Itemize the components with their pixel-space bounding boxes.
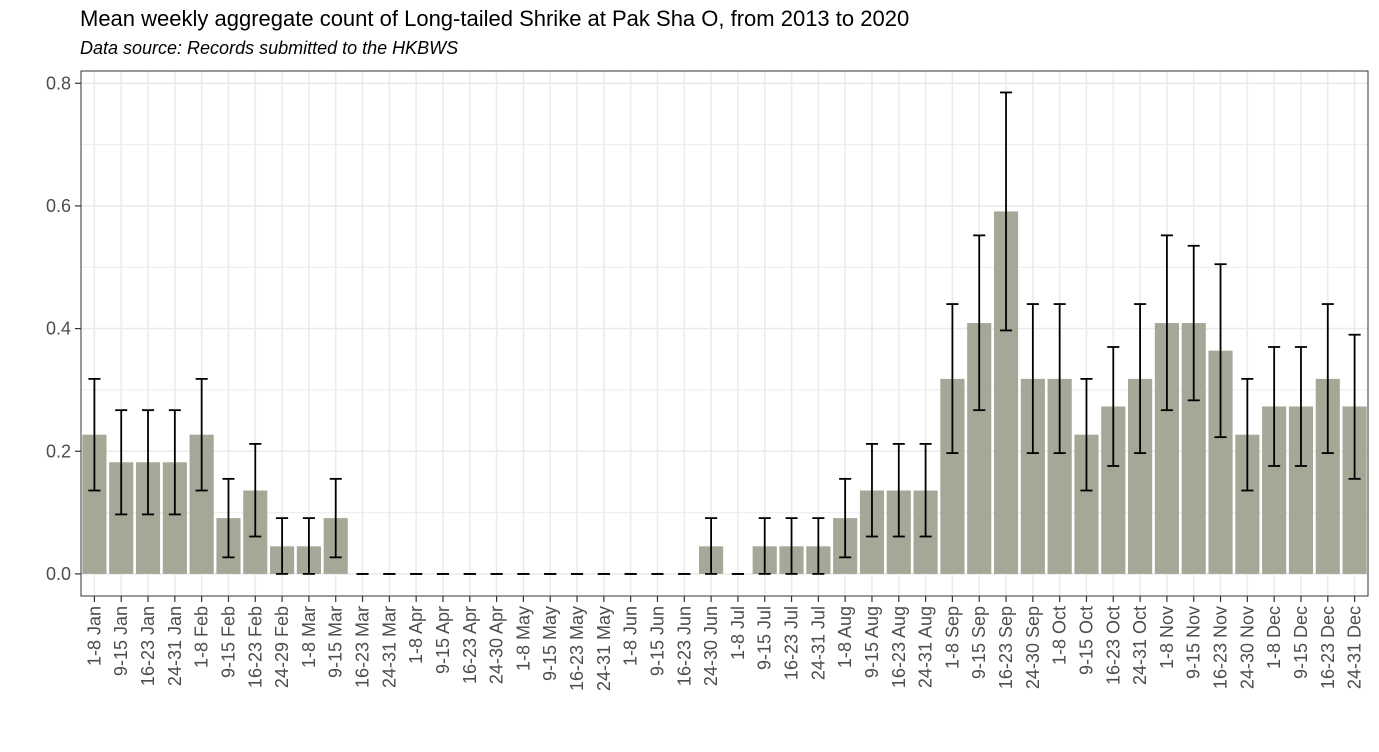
x-tick-label: 1-8 Dec [1264, 606, 1284, 669]
error-bar-29 [865, 442, 879, 538]
error-bars [88, 91, 1361, 575]
error-bar-23 [705, 517, 718, 575]
error-bar-45 [1294, 346, 1308, 467]
x-tick-label: 16-23 Feb [245, 606, 265, 688]
error-bar-42 [1214, 263, 1227, 439]
x-tick-label: 24-31 Dec [1345, 606, 1365, 689]
error-bar-27 [812, 517, 825, 575]
x-tick-label: 16-23 Mar [353, 606, 373, 688]
error-bar-43 [1241, 377, 1254, 492]
error-bar-28 [839, 477, 852, 559]
error-bar-6 [249, 442, 262, 538]
error-bar-25 [758, 517, 771, 575]
error-bar-9 [329, 477, 342, 559]
y-tick-label: 0.6 [46, 196, 71, 216]
chart-title: Mean weekly aggregate count of Long-tail… [80, 6, 910, 31]
error-bar-30 [892, 442, 905, 538]
error-bar-33 [973, 234, 986, 412]
x-tick-label: 16-23 Sep [996, 606, 1016, 689]
error-bar-31 [919, 442, 932, 538]
error-bar-5 [222, 477, 235, 559]
x-tick-label: 9-15 Apr [433, 606, 453, 674]
y-tick-label: 0.8 [46, 73, 71, 93]
x-tick-label: 16-23 Aug [889, 606, 909, 688]
x-tick-label: 16-23 Dec [1318, 606, 1338, 689]
x-tick-label: 9-15 Nov [1184, 606, 1204, 679]
x-tick-label: 1-8 Apr [406, 606, 426, 664]
x-tick-label: 24-29 Feb [272, 606, 292, 688]
x-tick-label: 16-23 Jul [782, 606, 802, 680]
error-bar-38 [1107, 346, 1120, 467]
error-bar-39 [1134, 303, 1147, 454]
error-bar-7 [276, 517, 289, 575]
error-bar-3 [168, 409, 181, 516]
x-tick-label: 24-31 Jul [808, 606, 828, 680]
error-bar-37 [1080, 377, 1093, 492]
error-bar-8 [302, 517, 315, 575]
x-tick-label: 24-30 Sep [1023, 606, 1043, 689]
x-tick-label: 16-23 Nov [1211, 606, 1231, 689]
error-bar-32 [946, 303, 959, 454]
error-bar-4 [195, 377, 208, 492]
x-tick-label: 9-15 Sep [969, 606, 989, 679]
error-bar-2 [141, 409, 155, 516]
chart-subtitle: Data source: Records submitted to the HK… [80, 38, 459, 58]
x-tick-label: 1-8 Jan [84, 606, 104, 666]
x-tick-label: 1-8 Jun [621, 606, 641, 666]
x-tick-label: 1-8 Sep [942, 606, 962, 669]
x-tick-label: 24-31 Mar [379, 606, 399, 688]
x-tick-label: 1-8 Aug [835, 606, 855, 668]
x-tick-label: 1-8 Nov [1157, 606, 1177, 669]
error-bar-40 [1160, 234, 1173, 412]
x-tick-label: 16-23 Jan [138, 606, 158, 686]
error-bar-26 [785, 517, 798, 575]
error-bar-34 [999, 91, 1013, 332]
x-tick-label: 9-15 Feb [218, 606, 238, 678]
x-tick-label: 1-8 Jul [728, 606, 748, 660]
x-tick-label: 24-31 May [594, 606, 614, 691]
y-tick-label: 0.4 [46, 319, 71, 339]
x-tick-label: 1-8 Mar [299, 606, 319, 668]
error-bar-47 [1348, 333, 1361, 480]
x-tick-label: 16-23 May [567, 606, 587, 691]
error-bar-36 [1053, 303, 1066, 454]
x-tick-label: 16-23 Oct [1103, 606, 1123, 685]
x-tick-label: 9-15 Mar [326, 606, 346, 678]
x-tick-label: 16-23 Jun [674, 606, 694, 686]
x-tick-label: 9-15 Jun [647, 606, 667, 676]
x-tick-label: 24-31 Oct [1130, 606, 1150, 685]
bars [82, 211, 1367, 574]
x-tick-label: 24-30 Nov [1237, 606, 1257, 689]
y-tick-label: 0.0 [46, 564, 71, 584]
x-tick-label: 16-23 Apr [460, 606, 480, 684]
y-axis: 0.0 0.2 0.4 0.6 0.8 [46, 73, 81, 584]
x-tick-label: 9-15 May [540, 606, 560, 681]
x-tick-label: 24-31 Jan [165, 606, 185, 686]
error-bar-44 [1268, 346, 1281, 467]
y-tick-label: 0.2 [46, 441, 71, 461]
error-bar-1 [115, 409, 128, 516]
x-tick-label: 9-15 Dec [1291, 606, 1311, 679]
error-bar-0 [88, 377, 101, 492]
x-tick-label: 1-8 Oct [1050, 606, 1070, 665]
error-bar-46 [1321, 303, 1334, 454]
x-tick-label: 9-15 Aug [862, 606, 882, 678]
x-axis: 1-8 Jan 9-15 Jan 16-23 Jan 24-31 Jan 1-8 Feb… [84, 596, 1365, 691]
x-tick-label: 24-30 Jun [701, 606, 721, 686]
plot-panel-border [80, 70, 1369, 597]
x-tick-label: 24-31 Aug [916, 606, 936, 688]
x-tick-label: 1-8 May [513, 606, 533, 671]
x-tick-label: 9-15 Jan [111, 606, 131, 676]
x-tick-label: 1-8 Feb [192, 606, 212, 668]
x-tick-label: 9-15 Oct [1076, 606, 1096, 675]
error-bar-35 [1026, 303, 1039, 454]
x-tick-label: 24-30 Apr [487, 606, 507, 684]
error-bar-41 [1187, 244, 1200, 402]
x-tick-label: 9-15 Jul [755, 606, 775, 670]
